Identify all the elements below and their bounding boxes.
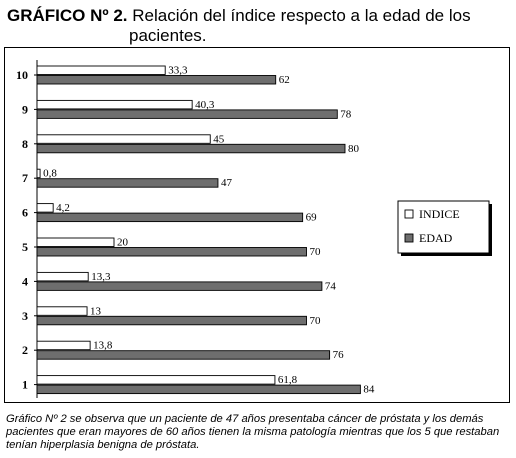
legend-label-edad: EDAD (419, 231, 453, 245)
bar-edad (36, 315, 307, 326)
title-label: GRÁFICO Nº 2. (7, 6, 128, 25)
bar-indice (36, 237, 115, 247)
bar-indice (36, 306, 88, 316)
data-label-edad: 80 (348, 143, 360, 155)
category-label: 9 (22, 102, 28, 116)
category-label: 2 (22, 343, 28, 357)
bar-indice (36, 375, 276, 385)
data-label-edad: 70 (310, 246, 322, 258)
bar-indice (36, 203, 54, 213)
category-label: 1 (22, 378, 28, 392)
category-label: 8 (22, 137, 28, 151)
data-label-indice: 45 (213, 133, 225, 145)
legend-label-indice: INDICE (419, 207, 460, 221)
data-label-edad: 69 (306, 212, 318, 224)
title-text-line2: pacientes. (129, 26, 207, 45)
bar-edad (36, 384, 361, 395)
legend-swatch-indice (404, 209, 414, 219)
category-label: 4 (22, 274, 28, 288)
bar-edad (36, 212, 304, 223)
bar-edad (36, 75, 277, 85)
category-label: 3 (22, 309, 28, 323)
bar-edad (36, 143, 346, 154)
chart-title: GRÁFICO Nº 2. Relación del índice respec… (7, 6, 512, 46)
data-label-edad: 74 (325, 280, 337, 292)
data-label-indice: 40,3 (195, 99, 215, 111)
title-text: Relación del índice respecto a la edad d… (132, 6, 471, 25)
data-label-edad: 47 (221, 177, 233, 189)
bar-edad (36, 247, 307, 257)
data-label-indice: 61,8 (278, 374, 298, 386)
data-label-indice: 0,8 (43, 168, 57, 180)
legend-swatch-edad (404, 233, 414, 243)
bar-indice (36, 271, 89, 282)
data-label-edad: 78 (340, 108, 352, 120)
data-label-edad: 84 (363, 384, 375, 396)
category-label: 10 (16, 68, 28, 82)
bar-indice (36, 99, 193, 110)
bar-edad (36, 178, 219, 188)
data-label-edad: 70 (310, 315, 322, 327)
data-label-indice: 20 (117, 237, 129, 249)
data-label-indice: 33,3 (168, 65, 188, 77)
bar-edad (36, 350, 331, 360)
bar-indice (36, 134, 211, 144)
category-label: 7 (22, 171, 28, 185)
data-label-indice: 13,3 (91, 271, 111, 283)
data-label-indice: 13,8 (93, 340, 113, 352)
bar-indice (36, 168, 41, 179)
figure-caption: Gráfico Nº 2 se observa que un paciente … (6, 413, 500, 451)
category-label: 5 (22, 240, 28, 254)
chart-frame (4, 47, 510, 403)
data-label-edad: 62 (279, 74, 290, 86)
bar-indice (36, 340, 91, 351)
data-label-indice: 13 (90, 305, 102, 317)
category-label: 6 (22, 206, 28, 220)
data-label-edad: 76 (333, 349, 345, 361)
bar-edad (36, 281, 323, 291)
data-label-indice: 4,2 (56, 202, 70, 214)
bar-edad (36, 109, 338, 119)
bar-indice (36, 65, 166, 75)
